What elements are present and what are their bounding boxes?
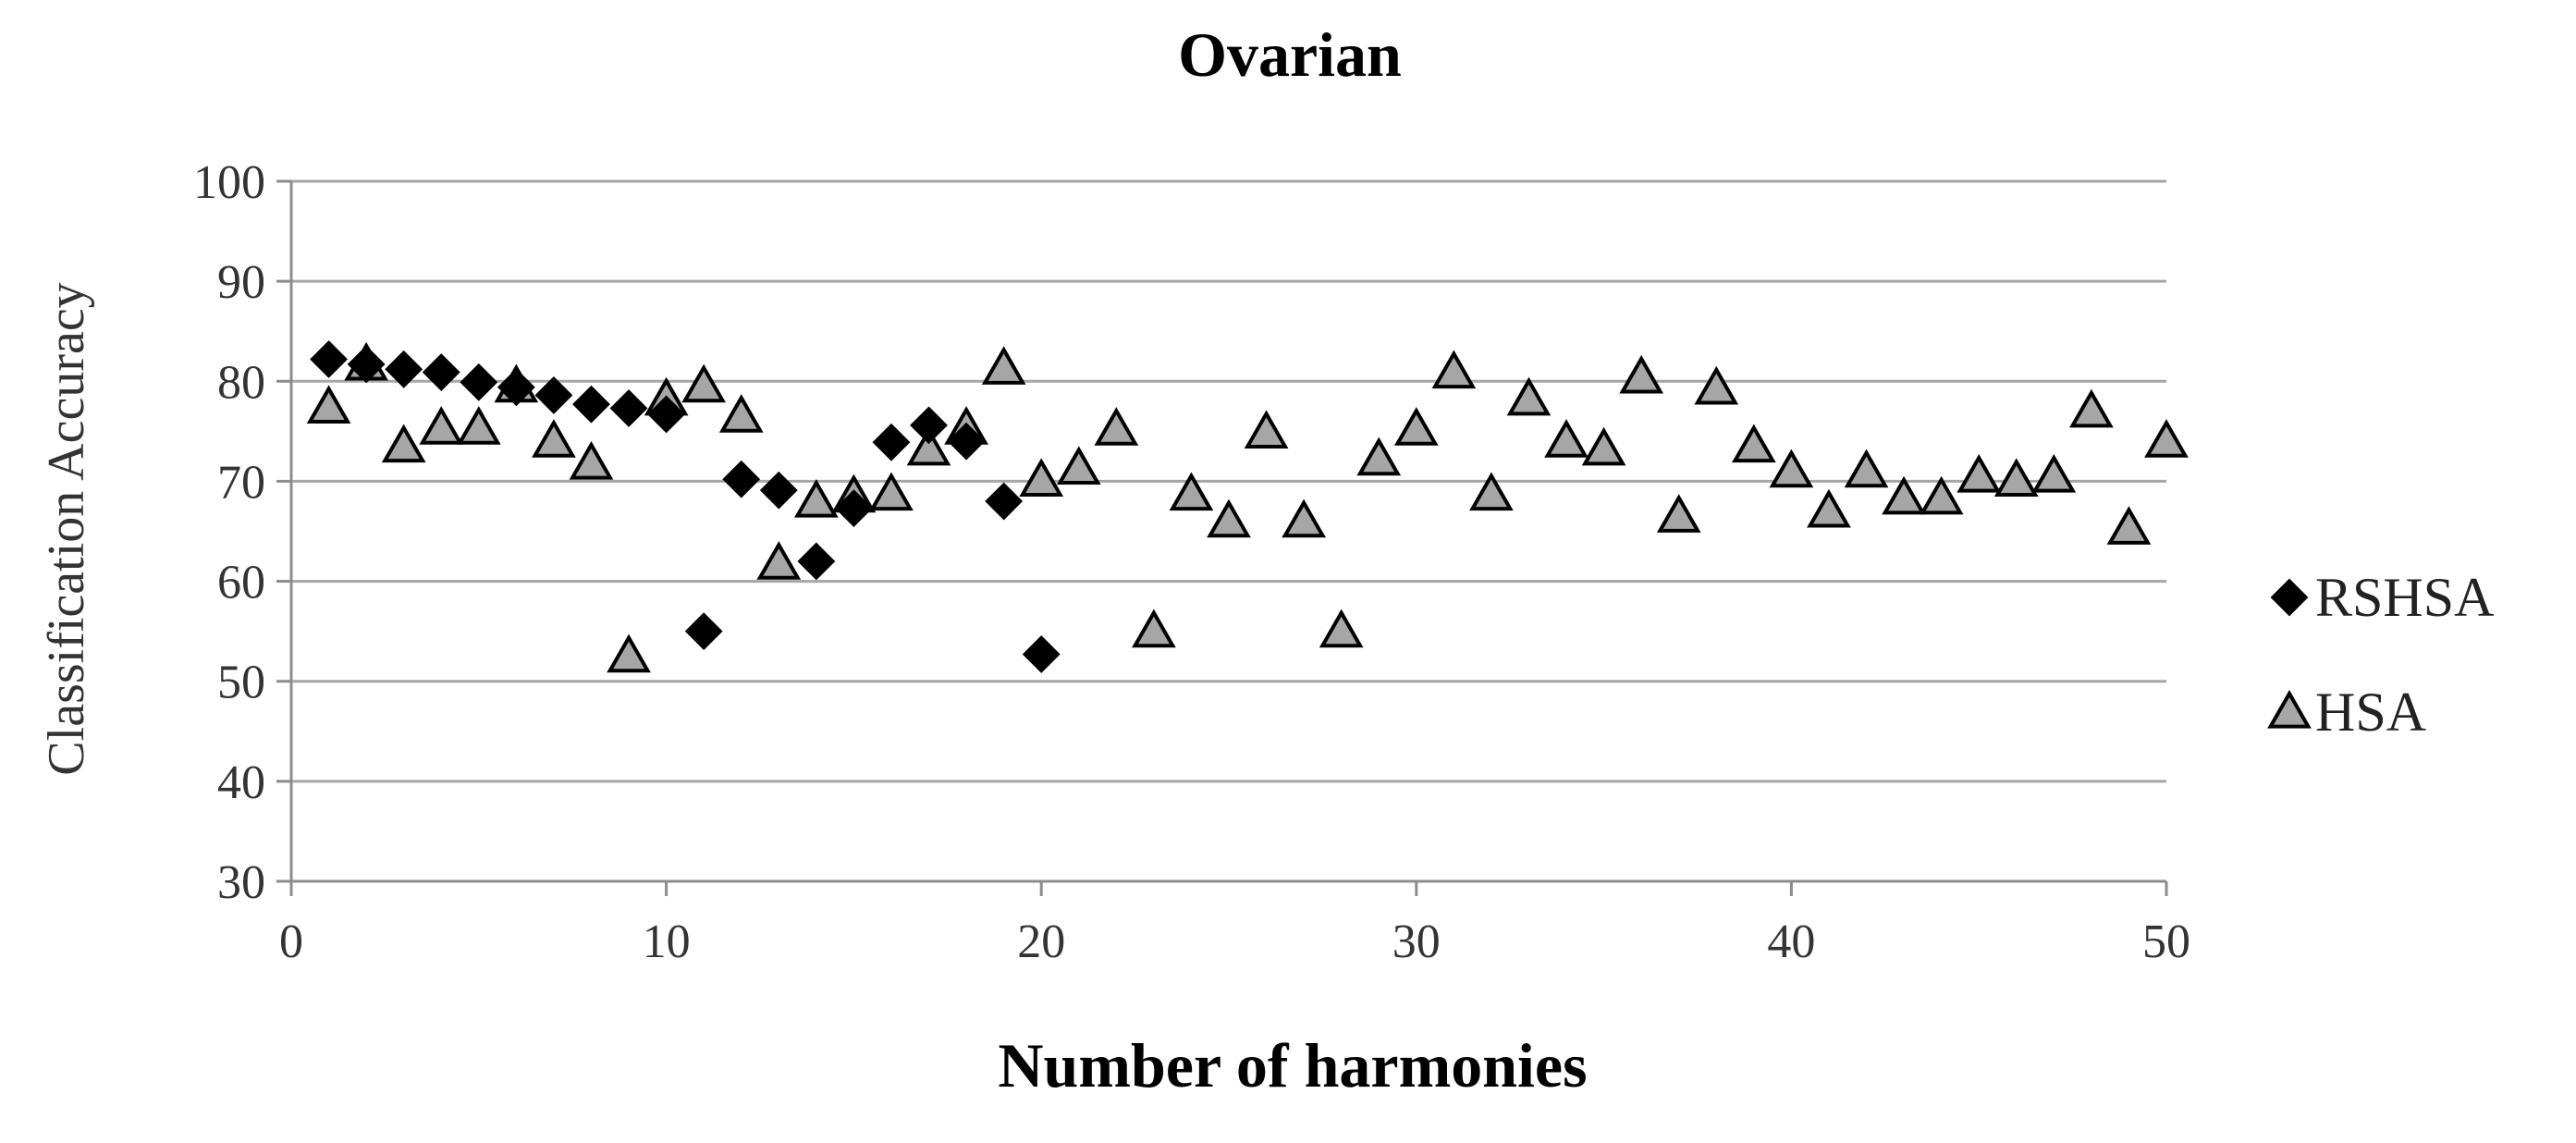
legend: RSHSA HSA bbox=[2267, 567, 2494, 743]
point-rshsa-13 bbox=[759, 471, 798, 510]
gridlines bbox=[291, 179, 2166, 783]
point-rshsa-20 bbox=[1022, 635, 1061, 673]
point-hsa-32 bbox=[1469, 472, 1514, 511]
point-hsa-20 bbox=[1019, 458, 1064, 497]
point-rshsa-18 bbox=[947, 422, 986, 461]
point-hsa-30 bbox=[1393, 407, 1439, 446]
legend-label-rshsa: RSHSA bbox=[2315, 567, 2494, 628]
point-hsa-47 bbox=[2031, 453, 2077, 493]
y-axis-label: Classification Accuracy bbox=[38, 282, 95, 775]
point-hsa-39 bbox=[1731, 424, 1776, 463]
y-tick-label-70: 70 bbox=[217, 456, 265, 509]
point-hsa-43 bbox=[1882, 475, 1926, 515]
y-tick-label-60: 60 bbox=[217, 557, 265, 609]
point-hsa-42 bbox=[1844, 449, 1889, 488]
point-hsa-25 bbox=[1207, 498, 1251, 538]
point-hsa-14 bbox=[793, 479, 839, 518]
point-hsa-11 bbox=[681, 363, 727, 403]
point-rshsa-3 bbox=[385, 350, 423, 388]
point-hsa-1 bbox=[306, 385, 351, 424]
point-hsa-4 bbox=[419, 406, 464, 445]
x-tick-label-50: 50 bbox=[2142, 916, 2190, 968]
point-rshsa-7 bbox=[534, 376, 573, 414]
point-hsa-45 bbox=[1957, 453, 2002, 493]
axes bbox=[276, 179, 2168, 896]
point-rshsa-5 bbox=[460, 363, 498, 401]
point-hsa-49 bbox=[2106, 506, 2152, 545]
legend-marker-rshsa bbox=[2270, 578, 2309, 617]
y-tick-label-80: 80 bbox=[217, 356, 265, 409]
point-rshsa-10 bbox=[647, 395, 686, 434]
y-tick-label-30: 30 bbox=[217, 856, 265, 909]
point-hsa-27 bbox=[1282, 498, 1326, 538]
point-hsa-34 bbox=[1544, 419, 1589, 458]
point-hsa-12 bbox=[718, 394, 764, 433]
point-hsa-35 bbox=[1581, 426, 1626, 466]
y-tick-label-100: 100 bbox=[193, 156, 265, 209]
legend-item-hsa: HSA bbox=[2267, 682, 2426, 743]
point-hsa-28 bbox=[1319, 608, 1364, 648]
point-hsa-24 bbox=[1169, 472, 1214, 511]
point-hsa-16 bbox=[869, 472, 914, 511]
point-rshsa-11 bbox=[684, 612, 723, 651]
point-hsa-31 bbox=[1431, 350, 1477, 389]
point-hsa-44 bbox=[1919, 475, 1964, 515]
point-hsa-9 bbox=[607, 633, 651, 673]
point-rshsa-8 bbox=[572, 385, 610, 424]
point-hsa-22 bbox=[1094, 407, 1139, 446]
point-hsa-33 bbox=[1506, 376, 1552, 416]
point-hsa-36 bbox=[1619, 354, 1664, 394]
legend-item-rshsa: RSHSA bbox=[2270, 567, 2494, 628]
point-hsa-38 bbox=[1694, 365, 1739, 405]
point-hsa-48 bbox=[2069, 388, 2114, 428]
point-rshsa-4 bbox=[422, 353, 460, 391]
x-tick-label-0: 0 bbox=[279, 916, 303, 968]
point-hsa-3 bbox=[381, 424, 426, 463]
point-hsa-21 bbox=[1056, 446, 1101, 485]
point-hsa-23 bbox=[1132, 608, 1176, 648]
point-hsa-5 bbox=[456, 406, 501, 445]
point-rshsa-14 bbox=[797, 542, 836, 581]
x-tick-label-30: 30 bbox=[1392, 916, 1441, 968]
legend-marker-hsa bbox=[2267, 689, 2312, 729]
point-rshsa-16 bbox=[872, 423, 911, 461]
point-rshsa-19 bbox=[985, 482, 1024, 521]
data-points bbox=[306, 340, 2189, 673]
point-hsa-37 bbox=[1656, 494, 1701, 533]
chart-title: Ovarian bbox=[1178, 19, 1402, 90]
y-tick-label-90: 90 bbox=[217, 256, 265, 309]
point-rshsa-2 bbox=[347, 345, 386, 384]
point-hsa-26 bbox=[1244, 410, 1289, 449]
series-rshsa bbox=[310, 340, 1061, 673]
x-tick-label-20: 20 bbox=[1017, 916, 1065, 968]
point-rshsa-9 bbox=[609, 389, 648, 427]
point-hsa-41 bbox=[1807, 488, 1851, 528]
tick-labels: 30 40 50 60 70 80 90 100 0 10 20 30 40 50 bbox=[193, 156, 2190, 968]
point-hsa-40 bbox=[1769, 449, 1814, 488]
point-hsa-46 bbox=[1993, 458, 2039, 497]
x-tick-label-40: 40 bbox=[1767, 916, 1815, 968]
x-tick-label-10: 10 bbox=[643, 916, 691, 968]
point-rshsa-12 bbox=[722, 460, 761, 498]
point-hsa-8 bbox=[569, 440, 614, 480]
legend-label-hsa: HSA bbox=[2315, 682, 2426, 743]
series-hsa bbox=[306, 341, 2189, 673]
point-rshsa-17 bbox=[910, 406, 948, 445]
point-rshsa-15 bbox=[834, 489, 873, 528]
y-tick-label-50: 50 bbox=[217, 657, 265, 709]
point-hsa-19 bbox=[981, 346, 1026, 385]
point-hsa-17 bbox=[906, 426, 951, 466]
point-hsa-50 bbox=[2144, 419, 2189, 458]
point-rshsa-1 bbox=[310, 340, 348, 378]
point-hsa-7 bbox=[532, 419, 576, 458]
point-hsa-29 bbox=[1356, 436, 1402, 476]
point-hsa-13 bbox=[756, 541, 802, 580]
x-axis-label: Number of harmonies bbox=[998, 1030, 1587, 1100]
y-tick-label-40: 40 bbox=[217, 756, 265, 809]
point-rshsa-6 bbox=[497, 368, 535, 407]
